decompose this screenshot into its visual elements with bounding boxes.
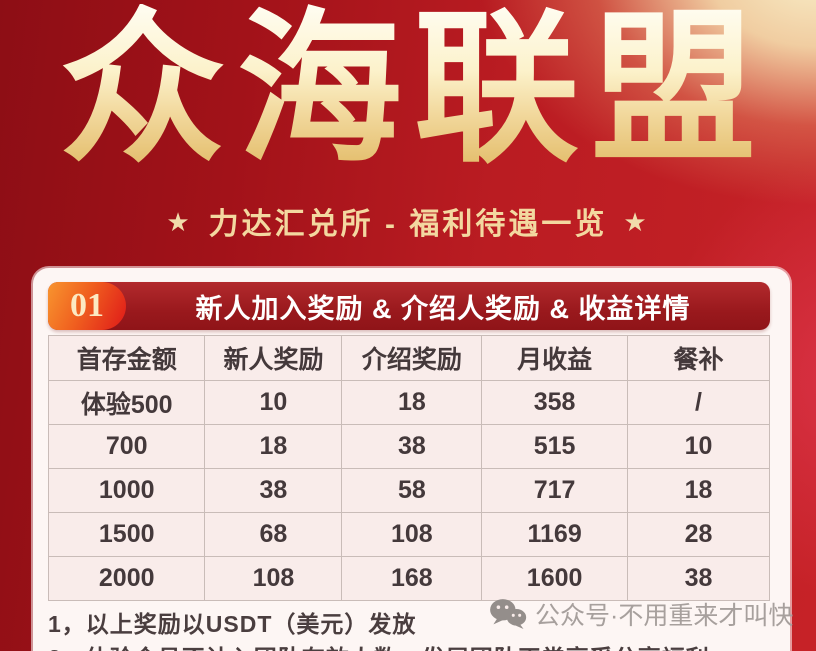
table-cell: 168	[341, 556, 483, 601]
table-cell: 体验500	[47, 380, 206, 425]
table-row: 700 18 38 515 10	[47, 424, 771, 469]
table-cell: 58	[341, 468, 483, 513]
table-cell: 38	[341, 424, 483, 469]
table-row: 1500 68 108 1169 28	[47, 512, 771, 557]
table-row: 体验500 10 18 358/	[47, 380, 771, 425]
star-icon: ★	[166, 206, 193, 237]
footnote-2: 2，体验会员不计入团队有效人数，发展团队正常享受分享福利	[48, 644, 770, 651]
table-cell: 108	[341, 512, 483, 557]
table-header-cell: 首存金额	[47, 335, 206, 381]
table-cell: 10	[204, 380, 343, 425]
table-cell: 358	[481, 380, 628, 425]
table-cell: 1500	[47, 512, 206, 557]
table-cell: 717	[481, 468, 628, 513]
table-header-cell: 介绍奖励	[341, 335, 483, 381]
table-header-cell: 新人奖励	[204, 335, 343, 381]
table-header-cell: 月收益	[481, 335, 628, 381]
table-cell: 28	[626, 512, 771, 557]
table-cell: 38	[626, 556, 771, 601]
table-body: 体验500 10 18 358/700 18 38 515 10 1000 38 58 717 18 15…	[47, 380, 771, 601]
section-number-badge: 01	[48, 282, 126, 330]
benefits-card: 01 新人加入奖励 & 介绍人奖励 & 收益详情 首存金额 新人奖励 介绍奖励 月收益…	[33, 268, 790, 651]
section-banner: 01 新人加入奖励 & 介绍人奖励 & 收益详情	[48, 282, 770, 330]
table-cell: 1169	[481, 512, 628, 557]
table-cell: 700	[47, 424, 206, 469]
wechat-icon	[490, 599, 527, 630]
table-cell: 18	[204, 424, 343, 469]
table-row: 1000 38 58 717 18	[47, 468, 771, 513]
table-cell: 68	[204, 512, 343, 557]
table-cell: 108	[204, 556, 343, 601]
table-cell: 38	[204, 468, 343, 513]
table-cell: 10	[626, 424, 771, 469]
poster-title: 众海联盟	[0, 3, 816, 179]
table-cell: 18	[341, 380, 483, 425]
subtitle-text: 力达汇兑所 - 福利待遇一览	[208, 207, 608, 241]
table-cell: 18	[626, 468, 771, 513]
table-header-cell: 餐补	[626, 335, 771, 381]
table-cell: /	[626, 380, 771, 425]
section-title: 新人加入奖励 & 介绍人奖励 & 收益详情	[195, 293, 691, 324]
poster-subtitle: ★ 力达汇兑所 - 福利待遇一览 ★	[0, 199, 816, 243]
table-cell: 1600	[481, 556, 628, 601]
footnotes: 1，以上奖励以USDT（美元）发放 2，体验会员不计入团队有效人数，发展团队正常…	[48, 610, 770, 651]
table-cell: 2000	[47, 556, 206, 601]
rewards-table: 首存金额 新人奖励 介绍奖励 月收益 餐补 体验500 10 18 358/700 18 38 51…	[47, 335, 771, 601]
table-cell: 515	[481, 424, 628, 469]
table-cell: 1000	[47, 468, 206, 513]
star-icon: ★	[623, 206, 650, 237]
footnote-1: 1，以上奖励以USDT（美元）发放	[48, 611, 417, 637]
table-header-row: 首存金额 新人奖励 介绍奖励 月收益 餐补	[47, 335, 771, 381]
watermark-text: 公众号·不用重来才叫快	[535, 602, 794, 630]
watermark: 公众号·不用重来才叫快	[489, 596, 793, 632]
table-row: 2000 108 168 1600 38	[47, 556, 771, 601]
